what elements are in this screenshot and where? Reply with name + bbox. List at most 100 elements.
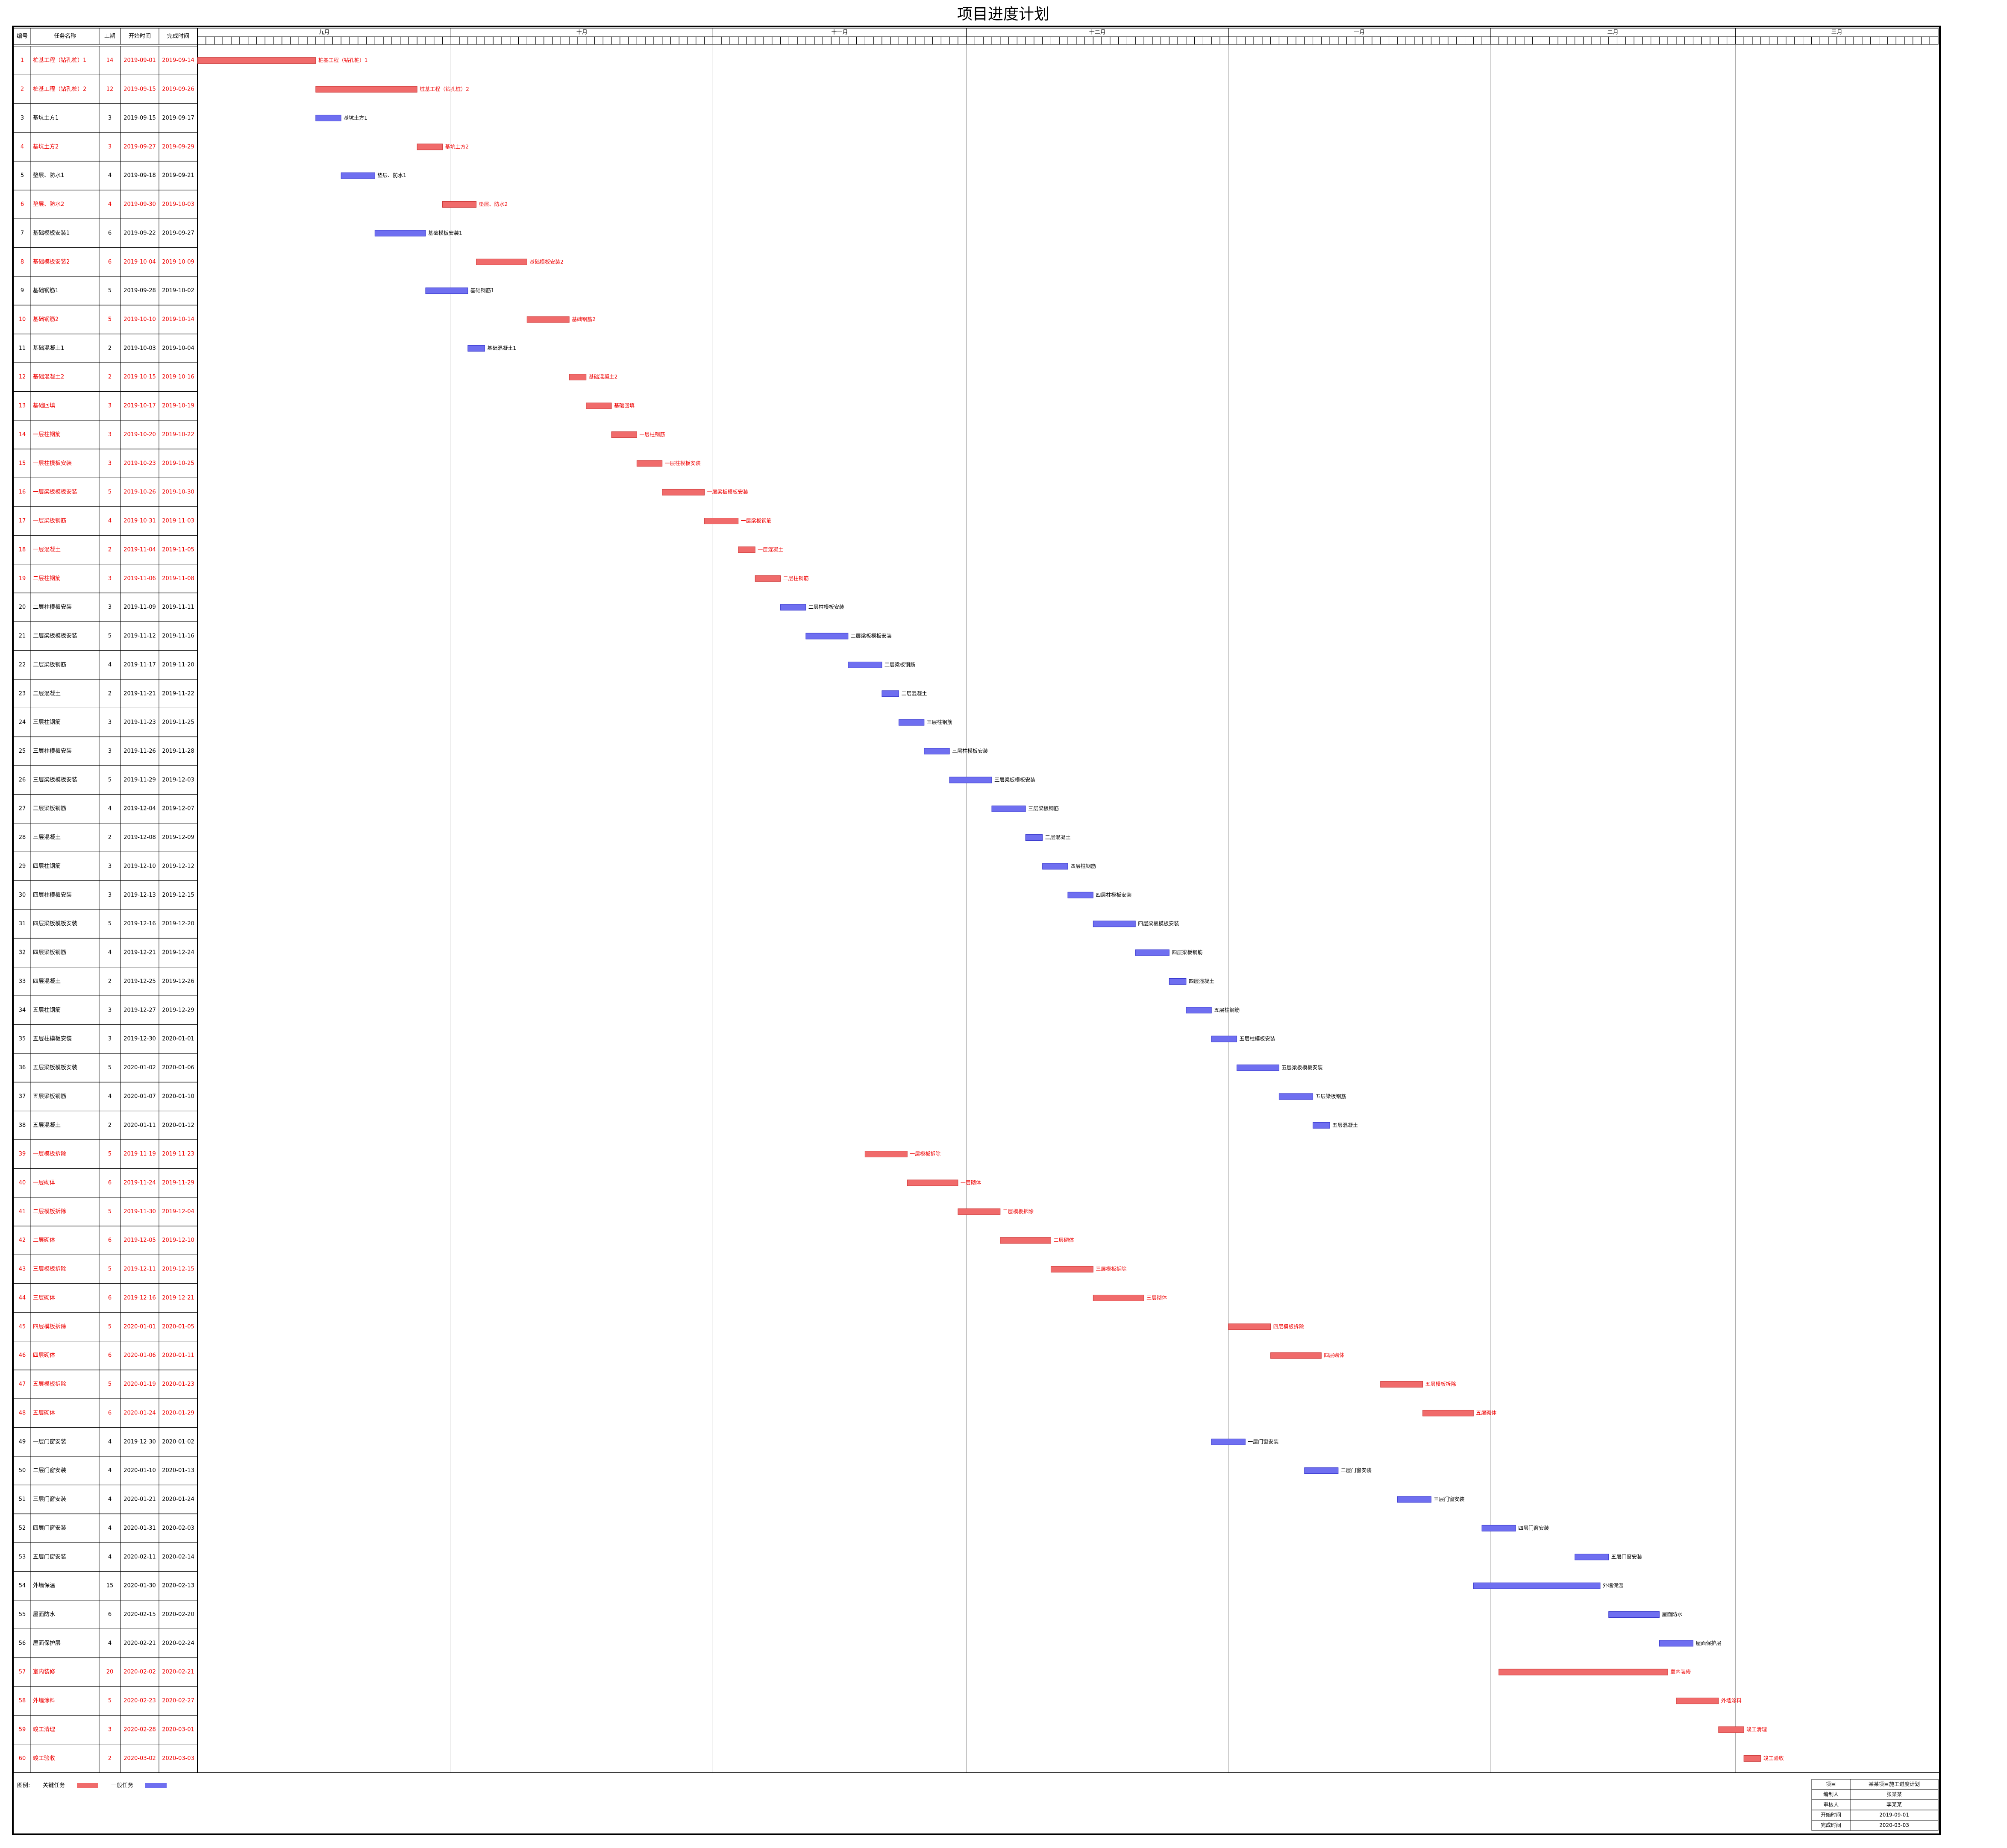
day-cell (1794, 36, 1804, 45)
task-start: 2019-09-15 (123, 115, 156, 121)
day-cell (696, 36, 705, 45)
day-cell (628, 36, 637, 45)
task-name: 五层砌体 (33, 1410, 55, 1416)
task-name: 基础回填 (33, 403, 55, 409)
task-duration: 5 (108, 777, 112, 783)
day-cell (1499, 36, 1507, 45)
task-bar (1676, 1698, 1719, 1704)
task-name: 屋面防水 (33, 1611, 55, 1618)
task-name: 二层梁板模板安装 (33, 633, 77, 639)
task-finish: 2020-02-27 (162, 1698, 194, 1704)
task-duration: 5 (108, 1698, 112, 1704)
task-name: 垫层、防水1 (33, 172, 64, 179)
day-cell (1667, 36, 1677, 45)
day-cell (1575, 36, 1584, 45)
day-cell (1490, 36, 1499, 45)
bar-label: 四层梁板模板安装 (1138, 920, 1179, 927)
bar-label: 二层柱钢筋 (783, 575, 809, 581)
task-start: 2019-12-21 (123, 950, 156, 956)
day-cell (1414, 36, 1423, 45)
task-start: 2019-12-10 (123, 863, 156, 869)
day-cell (1059, 36, 1068, 45)
task-finish: 2020-02-21 (162, 1669, 194, 1675)
task-finish: 2019-10-19 (162, 403, 194, 409)
task-start: 2019-12-13 (123, 892, 156, 898)
task-id: 2 (21, 86, 24, 93)
day-cell (983, 36, 992, 45)
day-cell (772, 36, 781, 45)
day-cell (1481, 36, 1491, 45)
day-cell (1583, 36, 1592, 45)
task-id: 29 (19, 863, 26, 869)
task-duration: 2 (108, 374, 112, 380)
day-cell (1600, 36, 1609, 45)
task-name: 三层混凝土 (33, 834, 61, 841)
task-bar (1135, 949, 1170, 956)
task-duration: 12 (106, 86, 114, 93)
day-cell (602, 36, 612, 45)
day-cell (1042, 36, 1051, 45)
day-cell (822, 36, 832, 45)
day-cell (856, 36, 865, 45)
day-cell (222, 36, 232, 45)
task-id: 55 (19, 1611, 26, 1618)
task-finish: 2019-11-23 (162, 1151, 194, 1157)
task-duration: 4 (108, 950, 112, 956)
task-duration: 14 (106, 57, 114, 64)
bar-label: 一层砌体 (961, 1179, 981, 1185)
task-finish: 2019-12-04 (162, 1209, 194, 1215)
title-block-key: 审核人 (1823, 1801, 1839, 1808)
task-finish: 2020-02-03 (162, 1525, 194, 1531)
task-start: 2019-11-21 (123, 690, 156, 697)
bar-label: 五层柱模板安装 (1240, 1035, 1275, 1042)
task-bar (1025, 834, 1043, 841)
task-id: 25 (19, 748, 26, 754)
task-name: 基础混凝土2 (33, 373, 64, 380)
task-finish: 2019-10-25 (162, 460, 194, 466)
task-name: 一层混凝土 (33, 546, 61, 553)
day-cell (450, 36, 460, 45)
day-cell (315, 36, 325, 45)
day-cell (1870, 36, 1880, 45)
day-cell (788, 36, 798, 45)
day-cell (434, 36, 443, 45)
legend-normal-swatch (145, 1783, 167, 1788)
task-name: 四层柱模板安装 (33, 892, 72, 898)
day-cell (358, 36, 367, 45)
day-cell (653, 36, 663, 45)
day-cell (1634, 36, 1643, 45)
task-duration: 6 (108, 230, 112, 236)
day-cell (1067, 36, 1077, 45)
bar-label: 三层柱钢筋 (927, 719, 952, 725)
day-cell (383, 36, 392, 45)
task-finish: 2020-01-02 (162, 1439, 194, 1445)
day-cell (1811, 36, 1820, 45)
task-start: 2020-02-23 (123, 1698, 156, 1704)
task-id: 34 (19, 1007, 26, 1013)
task-start: 2019-12-11 (123, 1266, 156, 1273)
day-cell (1532, 36, 1541, 45)
day-cell (1169, 36, 1178, 45)
task-bar (1313, 1122, 1330, 1129)
day-cell (400, 36, 409, 45)
task-finish: 2020-01-23 (162, 1381, 194, 1387)
task-bar (1237, 1065, 1279, 1071)
day-cell (231, 36, 240, 45)
day-cell (1879, 36, 1888, 45)
task-duration: 3 (108, 748, 112, 754)
column-header: 开始时间 (129, 33, 151, 40)
task-id: 20 (19, 604, 26, 610)
chart-title: 项目进度计划 (957, 6, 1049, 23)
day-cell (273, 36, 282, 45)
task-id: 15 (19, 460, 26, 466)
day-cell (577, 36, 587, 45)
task-duration: 3 (108, 1036, 112, 1042)
task-name: 基坑土方1 (33, 114, 59, 121)
day-cell (1684, 36, 1693, 45)
day-cell (1076, 36, 1085, 45)
task-duration: 2 (108, 834, 112, 841)
task-name: 桩基工程（钻孔桩）1 (33, 57, 86, 64)
task-id: 48 (19, 1410, 26, 1416)
task-duration: 5 (108, 1151, 112, 1157)
day-cell (898, 36, 908, 45)
